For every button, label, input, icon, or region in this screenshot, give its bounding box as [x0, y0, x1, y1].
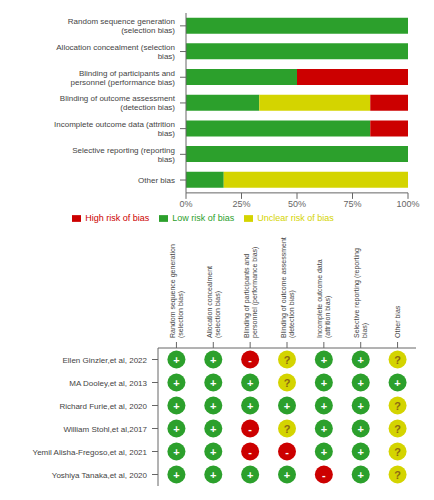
- svg-text:Blinding of participants andpe: Blinding of participants andpersonnel (p…: [71, 69, 176, 87]
- svg-text:+: +: [321, 377, 327, 389]
- svg-text:Ellen Ginzler,et al, 2022: Ellen Ginzler,et al, 2022: [63, 356, 148, 365]
- svg-text:?: ?: [284, 423, 291, 435]
- svg-text:+: +: [321, 400, 327, 412]
- svg-text:Yemil Alisha-Fregoso,et al, 20: Yemil Alisha-Fregoso,et al, 2021: [33, 448, 148, 457]
- svg-text:+: +: [247, 469, 253, 481]
- svg-text:?: ?: [284, 354, 291, 366]
- svg-text:Random sequence generation(sel: Random sequence generation(selection bia…: [169, 244, 185, 338]
- svg-text:?: ?: [394, 400, 401, 412]
- svg-text:William Stohl,et al,2017: William Stohl,et al,2017: [63, 425, 147, 434]
- svg-text:?: ?: [394, 446, 401, 458]
- svg-text:100%: 100%: [396, 199, 419, 209]
- svg-text:+: +: [284, 400, 290, 412]
- svg-text:75%: 75%: [343, 199, 361, 209]
- svg-text:0%: 0%: [179, 199, 192, 209]
- svg-text:Other bias: Other bias: [138, 176, 175, 185]
- svg-text:+: +: [173, 446, 179, 458]
- svg-text:Yoshiya Tanaka,et al, 2020: Yoshiya Tanaka,et al, 2020: [52, 471, 148, 480]
- svg-text:+: +: [321, 354, 327, 366]
- svg-text:Allocation concealment(selecti: Allocation concealment(selection bias): [206, 266, 222, 338]
- svg-text:Blinding of participants andpe: Blinding of participants andpersonnel (p…: [243, 247, 259, 338]
- svg-text:25%: 25%: [232, 199, 250, 209]
- svg-text:50%: 50%: [288, 199, 306, 209]
- svg-text:Blinding of outcome assessment: Blinding of outcome assessment(detection…: [280, 237, 296, 338]
- svg-text:+: +: [357, 446, 363, 458]
- html-text:Low risk of bias: Low risk of bias: [172, 212, 235, 223]
- svg-text:Selective reporting (reporting: Selective reporting (reportingbias): [353, 248, 369, 338]
- svg-text:+: +: [357, 377, 363, 389]
- svg-text:+: +: [247, 400, 253, 412]
- svg-text:+: +: [210, 423, 216, 435]
- svg-text:+: +: [173, 469, 179, 481]
- svg-text:-: -: [285, 446, 289, 458]
- svg-text:-: -: [322, 469, 326, 481]
- svg-text:+: +: [173, 423, 179, 435]
- svg-text:+: +: [173, 400, 179, 412]
- svg-text:+: +: [394, 377, 400, 389]
- svg-text:+: +: [321, 423, 327, 435]
- svg-text:+: +: [210, 400, 216, 412]
- svg-text:+: +: [173, 354, 179, 366]
- svg-text:+: +: [247, 377, 253, 389]
- svg-text:+: +: [284, 469, 290, 481]
- html-text:Unclear risk of bias: Unclear risk of bias: [257, 212, 334, 223]
- svg-text:Random sequence generation(sel: Random sequence generation(selection bia…: [68, 17, 176, 35]
- svg-text:+: +: [357, 400, 363, 412]
- svg-text:Other bias: Other bias: [394, 305, 401, 338]
- svg-text:-: -: [248, 354, 252, 366]
- svg-text:+: +: [357, 354, 363, 366]
- svg-text:Blinding of outcome assessment: Blinding of outcome assessment(detection…: [60, 94, 176, 112]
- svg-text:Richard Furie,et al, 2020: Richard Furie,et al, 2020: [59, 402, 147, 411]
- svg-text:-: -: [248, 423, 252, 435]
- svg-text:?: ?: [284, 377, 291, 389]
- svg-text:+: +: [210, 377, 216, 389]
- svg-text:+: +: [173, 377, 179, 389]
- svg-text:Incomplete outcome data (attri: Incomplete outcome data (attritionbias): [54, 120, 175, 138]
- svg-text:+: +: [357, 423, 363, 435]
- svg-text:+: +: [210, 446, 216, 458]
- svg-text:Allocation concealment (select: Allocation concealment (selectionbias): [56, 43, 175, 61]
- svg-text:-: -: [248, 446, 252, 458]
- svg-text:Incomplete outcome data(attrit: Incomplete outcome data(attrition bias): [316, 259, 332, 338]
- svg-text:+: +: [321, 446, 327, 458]
- svg-text:?: ?: [394, 423, 401, 435]
- svg-text:+: +: [210, 469, 216, 481]
- svg-text:MA Dooley,et al, 2013: MA Dooley,et al, 2013: [69, 379, 147, 388]
- html-text:High risk of bias: High risk of bias: [85, 212, 150, 223]
- svg-text:?: ?: [394, 354, 401, 366]
- svg-text:?: ?: [394, 469, 401, 481]
- svg-text:Selective reporting (reporting: Selective reporting (reportingbias): [72, 146, 175, 164]
- svg-text:+: +: [357, 469, 363, 481]
- svg-text:+: +: [210, 354, 216, 366]
